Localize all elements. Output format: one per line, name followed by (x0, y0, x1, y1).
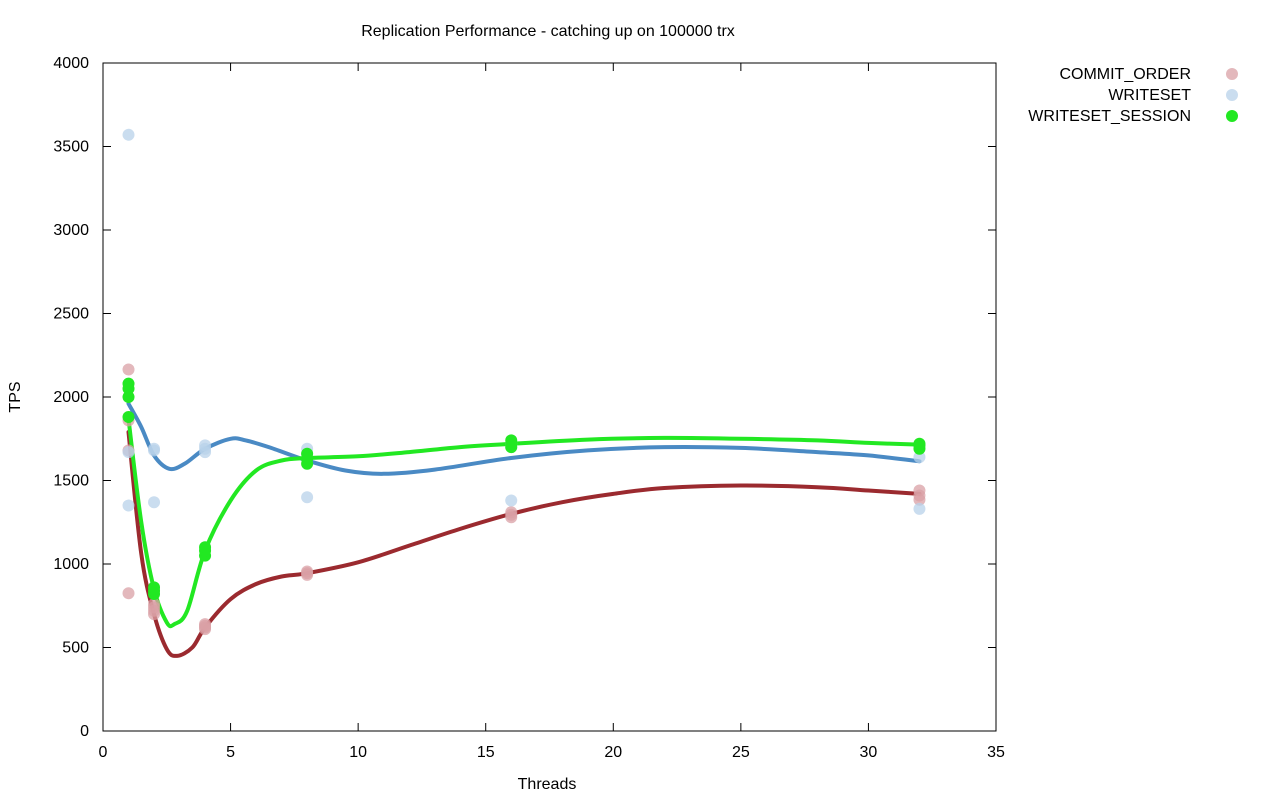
commit-order-point (122, 363, 135, 376)
y-tick-label: 3500 (53, 139, 89, 156)
y-tick-label: 2000 (53, 389, 89, 406)
y-tick-label: 4000 (53, 55, 89, 72)
legend-marker-commit-order (1226, 68, 1238, 80)
y-tick-label: 0 (80, 723, 89, 740)
x-tick-label: 5 (226, 744, 235, 761)
chart-title: Replication Performance - catching up on… (361, 23, 735, 40)
x-tick-label: 10 (349, 744, 367, 761)
writeset-session-point (505, 434, 518, 447)
y-tick-label: 1000 (53, 556, 89, 573)
commit-order-point (505, 506, 518, 519)
legend-marker-writeset (1226, 89, 1238, 101)
x-tick-label: 35 (987, 744, 1005, 761)
legend-label-commit-order: COMMIT_ORDER (1059, 66, 1191, 83)
x-tick-label: 15 (477, 744, 495, 761)
commit-order-point (913, 484, 926, 497)
writeset-session-point (913, 437, 926, 450)
commit-order-point (199, 618, 212, 631)
commit-order-point (301, 565, 314, 578)
x-axis-label: Threads (518, 776, 577, 793)
y-tick-label: 3000 (53, 222, 89, 239)
legend-label-writeset: WRITESET (1108, 87, 1191, 104)
writeset-session-point (122, 411, 135, 424)
writeset-point (505, 494, 518, 507)
writeset-session-point (199, 541, 212, 554)
commit-order-point (122, 587, 135, 600)
x-tick-label: 25 (732, 744, 750, 761)
x-tick-label: 20 (604, 744, 622, 761)
y-tick-label: 500 (62, 640, 89, 657)
writeset-point (913, 502, 926, 515)
writeset-point (148, 442, 161, 455)
writeset-session-point (301, 447, 314, 460)
writeset-point (122, 499, 135, 512)
writeset-session-point (122, 382, 135, 395)
data-points (122, 128, 926, 636)
x-tick-label: 30 (860, 744, 878, 761)
legend-label-writeset-session: WRITESET_SESSION (1028, 108, 1191, 125)
writeset-session-point (148, 581, 161, 594)
y-tick-label: 2500 (53, 306, 89, 323)
legend-marker-writeset-session (1226, 110, 1238, 122)
legend: COMMIT_ORDER WRITESET WRITESET_SESSION (1028, 66, 1238, 125)
writeset-session-point (122, 391, 135, 403)
writeset-point (913, 451, 926, 464)
x-tick-label: 0 (99, 744, 108, 761)
writeset-point (199, 439, 212, 452)
writeset-point (148, 496, 161, 509)
writeset-fit-line (126, 401, 922, 476)
commit-order-fit-line (126, 430, 922, 658)
writeset-point (122, 446, 135, 459)
writeset-point (122, 128, 135, 141)
commit-order-point (148, 598, 161, 611)
y-tick-label: 1500 (53, 473, 89, 490)
writeset-point (301, 491, 314, 504)
axis-ticks: 0 5 10 15 20 25 30 35 0 500 1000 1500 2000 2500 3000 35… (53, 55, 1005, 761)
y-axis-label: TPS (7, 381, 24, 412)
